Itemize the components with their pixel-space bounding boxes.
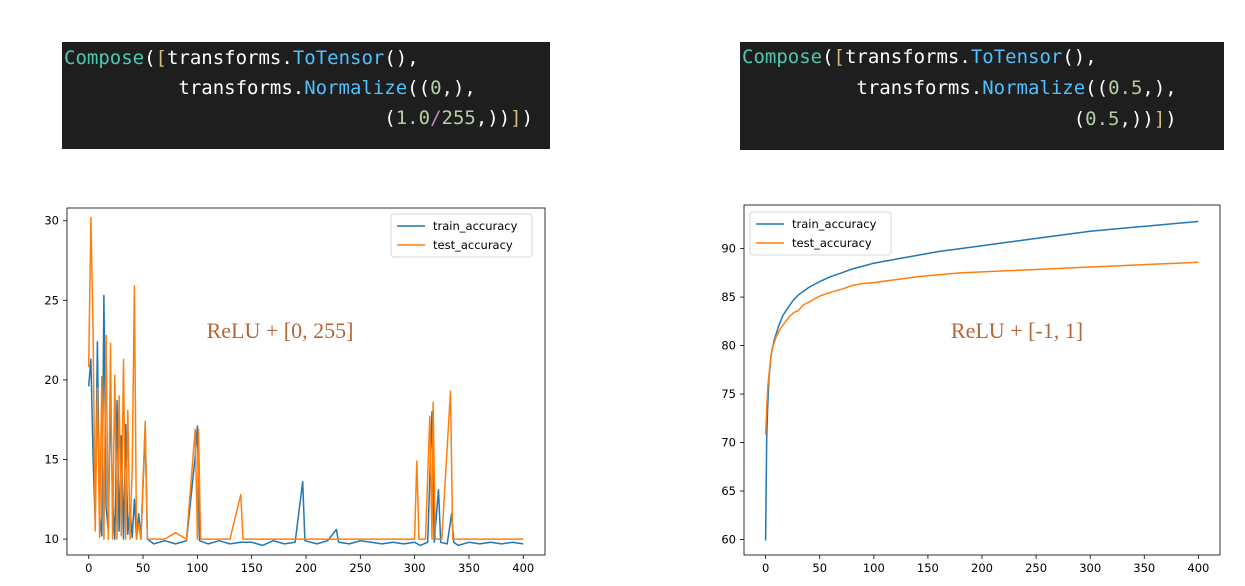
chart-1: 0 50 100 150 200 250 300 350 400 10 15 20 25 30 train_… [44,207,546,575]
code-token: ( [822,46,834,68]
y-tick-label: 15 [44,452,59,466]
code-token: 0.5 [1108,77,1143,99]
plot-frame [743,204,1221,556]
x-tick-label: 50 [136,561,151,575]
x-tick-label: 250 [1025,561,1047,575]
code-token: ( [742,108,1086,130]
series-line-test_accuracy [764,261,1199,435]
x-tick-label: 0 [85,561,92,575]
code-token: [ [155,47,167,69]
y-tick-label: 75 [721,387,736,401]
code-token: Compose [64,47,145,69]
x-tick-label: 200 [971,561,993,575]
code-token: ( [64,107,396,129]
chart-annotation: ReLU + [-1, 1] [951,318,1083,343]
code-token: [ [833,46,845,68]
y-tick-label: 60 [721,532,736,546]
plot-frame [66,207,546,556]
y-tick-label: 65 [721,484,736,498]
x-tick-label: 200 [295,561,317,575]
code-token: transforms. [166,47,293,69]
code-token: ] [1153,108,1166,130]
x-tick-label: 350 [458,561,480,575]
x-tick-label: 0 [762,561,769,575]
code-token: ,)) [1119,108,1154,130]
code-token: (( [1085,77,1109,99]
code-token: (), [1062,46,1097,68]
code-token: (( [407,77,431,99]
x-tick-label: 300 [1079,561,1101,575]
legend: train_accuracy test_accuracy [390,213,533,258]
x-tick-label: 100 [863,561,885,575]
code-token: ToTensor [970,46,1063,68]
x-tick-label: 50 [812,561,827,575]
series-line-train_accuracy [764,220,1199,541]
code-token: 255 [441,107,476,129]
code-token: 0.5 [1085,108,1120,130]
y-tick-label: 30 [44,214,59,228]
code-token: transforms. [64,77,305,99]
code-line: (0.5,))]) [742,104,1177,134]
code-snippet-normalize-minus1-1: Compose([transforms.ToTensor(), transfor… [740,42,1224,150]
y-tick-label: 70 [721,436,736,450]
code-token: 0 [430,77,442,99]
code-line: (1.0/255,))]) [64,103,533,133]
x-tick-label: 300 [404,561,426,575]
x-tick-label: 350 [1133,561,1155,575]
legend-label: train_accuracy [792,217,877,231]
code-line: transforms.Normalize((0.5,), [742,73,1177,103]
x-tick-label: 400 [512,561,534,575]
x-tick-label: 150 [917,561,939,575]
x-tick-label: 100 [186,561,208,575]
code-token: Compose [742,46,823,68]
code-token: Normalize [982,77,1086,99]
legend: train_accuracy test_accuracy [749,211,892,256]
legend-label: train_accuracy [433,219,518,233]
legend-box [390,213,533,258]
code-token: ] [510,107,522,129]
code-token: ToTensor [292,47,385,69]
y-tick-label: 80 [721,339,736,353]
code-token: (), [384,47,419,69]
code-token: ,), [1142,77,1177,99]
legend-label: test_accuracy [433,238,513,252]
code-token: transforms. [742,77,983,99]
code-line: Compose([transforms.ToTensor(), [742,42,1097,72]
series-line-test_accuracy [87,216,524,540]
code-token: ) [521,107,534,129]
code-token: ,)) [475,107,511,129]
code-token: / [430,107,442,129]
code-snippet-normalize-0-255: Compose([transforms.ToTensor(), transfor… [62,42,550,149]
x-tick-label: 250 [349,561,371,575]
y-tick-label: 10 [44,532,59,546]
x-tick-label: 400 [1187,561,1209,575]
code-token: ) [1165,108,1177,130]
code-token: transforms. [844,46,971,68]
code-line: transforms.Normalize((0,), [64,73,476,103]
code-token: 1.0 [395,107,431,129]
x-tick-label: 150 [241,561,263,575]
y-tick-label: 85 [721,290,736,304]
code-token: Normalize [304,77,408,99]
chart-2: 0 50 100 150 200 250 300 350 400 60 65 70 75 80 85 90 tr… [721,204,1221,575]
legend-box [749,211,892,256]
code-token: ( [144,47,156,69]
code-line: Compose([transforms.ToTensor(), [64,43,419,73]
legend-label: test_accuracy [792,236,872,250]
y-tick-label: 90 [721,242,736,256]
code-token: ,), [441,77,476,99]
y-tick-label: 25 [44,293,59,307]
chart-annotation: ReLU + [0, 255] [207,318,354,343]
y-tick-label: 20 [44,373,59,387]
